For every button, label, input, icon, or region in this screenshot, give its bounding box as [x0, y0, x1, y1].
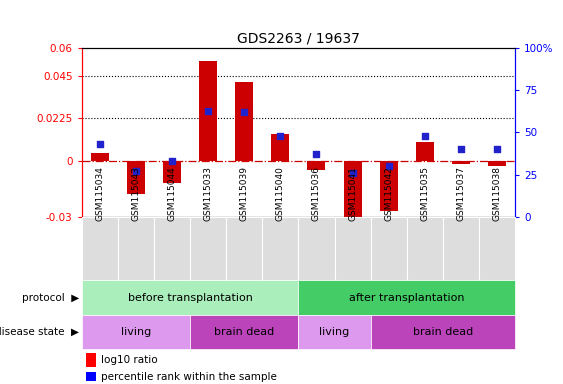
Point	[384, 163, 393, 169]
Text: before transplantation: before transplantation	[128, 293, 252, 303]
Bar	[86, 372, 96, 381]
Bar	[86, 353, 96, 367]
Bar	[452, 161, 470, 164]
Bar	[226, 217, 262, 280]
Text: GSM115033: GSM115033	[204, 166, 213, 222]
Bar	[334, 217, 370, 280]
Point	[204, 108, 213, 114]
Text: GSM115040: GSM115040	[276, 167, 285, 222]
Text: living: living	[120, 327, 151, 337]
Text: brain dead: brain dead	[413, 327, 473, 337]
Point	[240, 109, 249, 115]
Bar	[379, 161, 397, 211]
Bar	[443, 217, 479, 280]
Text: GSM115042: GSM115042	[384, 167, 393, 222]
Bar	[307, 161, 325, 170]
Point	[312, 151, 321, 157]
Bar	[488, 161, 506, 166]
Title: GDS2263 / 19637: GDS2263 / 19637	[237, 31, 360, 45]
Point	[276, 133, 285, 139]
Text: GSM115034: GSM115034	[95, 167, 104, 222]
Bar	[190, 315, 298, 349]
Text: GSM115036: GSM115036	[312, 166, 321, 222]
Bar	[262, 217, 298, 280]
Text: percentile rank within the sample: percentile rank within the sample	[101, 372, 277, 382]
Text: GSM115037: GSM115037	[457, 166, 466, 222]
Text: brain dead: brain dead	[214, 327, 274, 337]
Bar	[479, 217, 515, 280]
Bar	[370, 217, 406, 280]
Bar	[190, 217, 226, 280]
Bar	[235, 82, 253, 161]
Text: GSM115038: GSM115038	[493, 166, 502, 222]
Bar	[82, 315, 190, 349]
Text: living: living	[319, 327, 350, 337]
Text: GSM115041: GSM115041	[348, 167, 357, 222]
Bar	[82, 217, 118, 280]
Bar	[127, 161, 145, 194]
Text: log10 ratio: log10 ratio	[101, 355, 158, 365]
Bar	[370, 315, 515, 349]
Bar	[199, 61, 217, 161]
Bar	[91, 153, 109, 161]
Point	[167, 158, 176, 164]
Point	[457, 146, 466, 152]
Bar	[298, 217, 334, 280]
Bar	[271, 134, 289, 161]
Bar	[82, 280, 298, 315]
Point	[493, 146, 502, 152]
Bar	[163, 161, 181, 183]
Text: GSM115044: GSM115044	[167, 167, 176, 222]
Bar	[298, 280, 515, 315]
Bar	[343, 161, 361, 232]
Bar	[298, 315, 370, 349]
Text: GSM115035: GSM115035	[421, 166, 430, 222]
Text: after transplantation: after transplantation	[349, 293, 464, 303]
Text: disease state  ▶: disease state ▶	[0, 327, 79, 337]
Point	[348, 170, 357, 176]
Text: GSM115039: GSM115039	[240, 166, 249, 222]
Bar	[416, 142, 434, 161]
Bar	[406, 217, 443, 280]
Bar	[118, 217, 154, 280]
Text: protocol  ▶: protocol ▶	[22, 293, 79, 303]
Bar	[154, 217, 190, 280]
Point	[131, 168, 140, 174]
Point	[421, 133, 430, 139]
Point	[95, 141, 104, 147]
Text: GSM115043: GSM115043	[131, 167, 140, 222]
